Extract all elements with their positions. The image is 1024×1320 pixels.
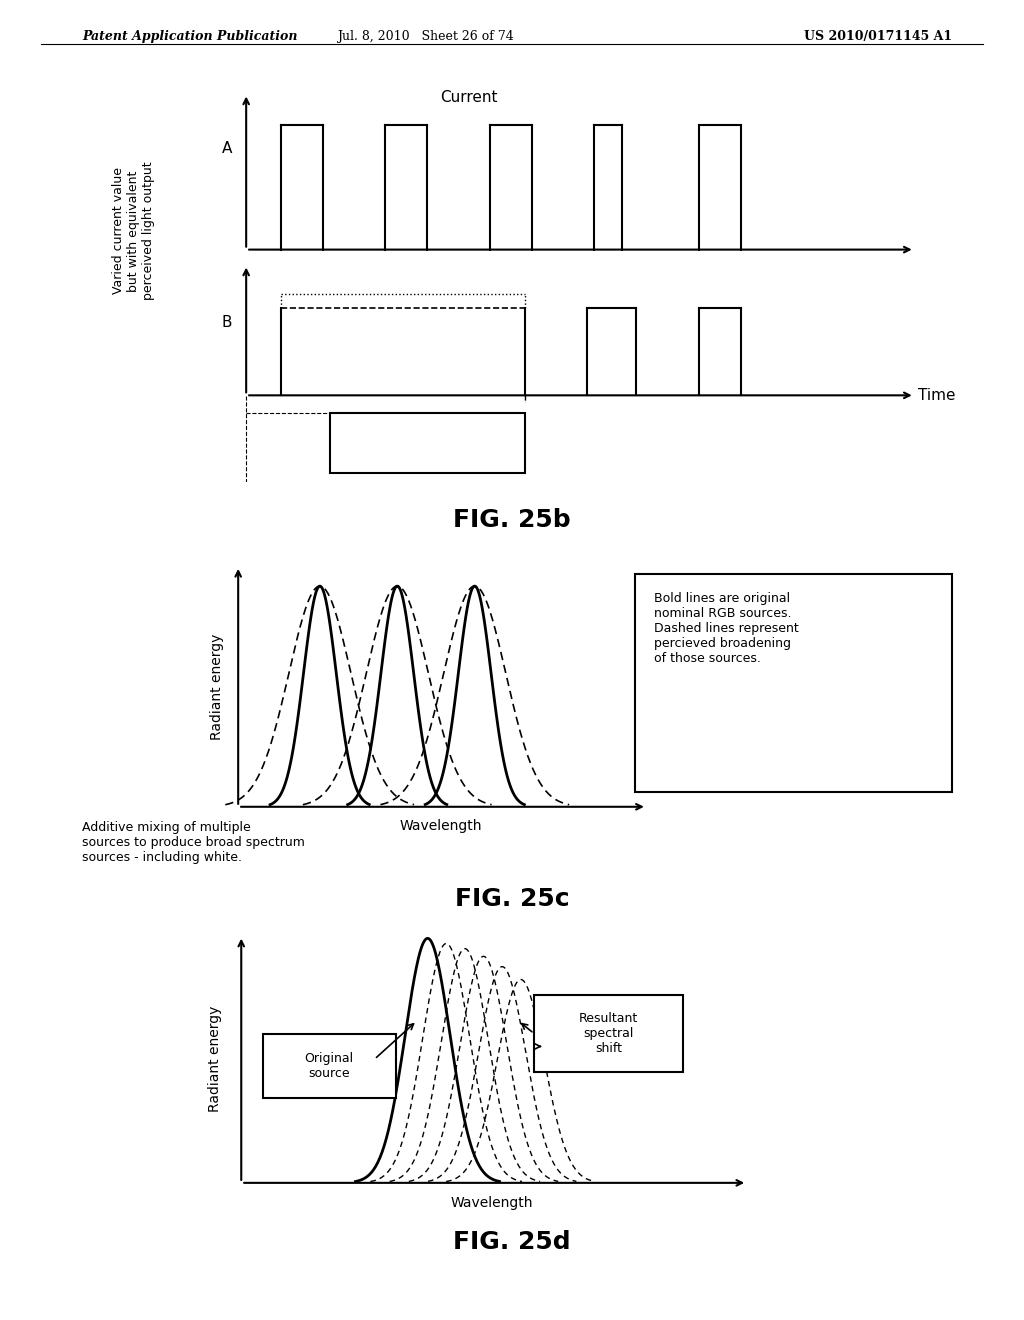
Bar — [330, 413, 524, 474]
Text: Bold lines are original
nominal RGB sources.
Dashed lines represent
percieved br: Bold lines are original nominal RGB sour… — [654, 591, 799, 665]
Text: Radiant energy: Radiant energy — [210, 634, 223, 739]
Text: FIG. 25b: FIG. 25b — [454, 508, 570, 532]
Bar — [262, 1034, 395, 1098]
Text: Radiant energy: Radiant energy — [208, 1006, 221, 1113]
Text: Time: Time — [919, 388, 955, 403]
Text: A: A — [222, 141, 232, 156]
Text: Patent Application Publication: Patent Application Publication — [82, 30, 297, 44]
Text: Additive mixing of multiple
sources to produce broad spectrum
sources - includin: Additive mixing of multiple sources to p… — [82, 821, 305, 865]
Text: Resultant
spectral
shift: Resultant spectral shift — [579, 1012, 638, 1055]
Text: Jul. 8, 2010   Sheet 26 of 74: Jul. 8, 2010 Sheet 26 of 74 — [337, 30, 513, 44]
Text: FIG. 25c: FIG. 25c — [455, 887, 569, 911]
Text: US 2010/0171145 A1: US 2010/0171145 A1 — [804, 30, 952, 44]
Bar — [535, 995, 683, 1072]
Text: Original
source: Original source — [304, 1052, 353, 1080]
Text: B: B — [222, 315, 232, 330]
Text: Wavelength: Wavelength — [451, 1196, 532, 1209]
Text: FIG. 25d: FIG. 25d — [454, 1230, 570, 1254]
Text: Varied current value
but with equivalent
perceived light output: Varied current value but with equivalent… — [112, 161, 155, 301]
Text: Wavelength: Wavelength — [399, 820, 481, 833]
Text: Current: Current — [440, 90, 498, 104]
